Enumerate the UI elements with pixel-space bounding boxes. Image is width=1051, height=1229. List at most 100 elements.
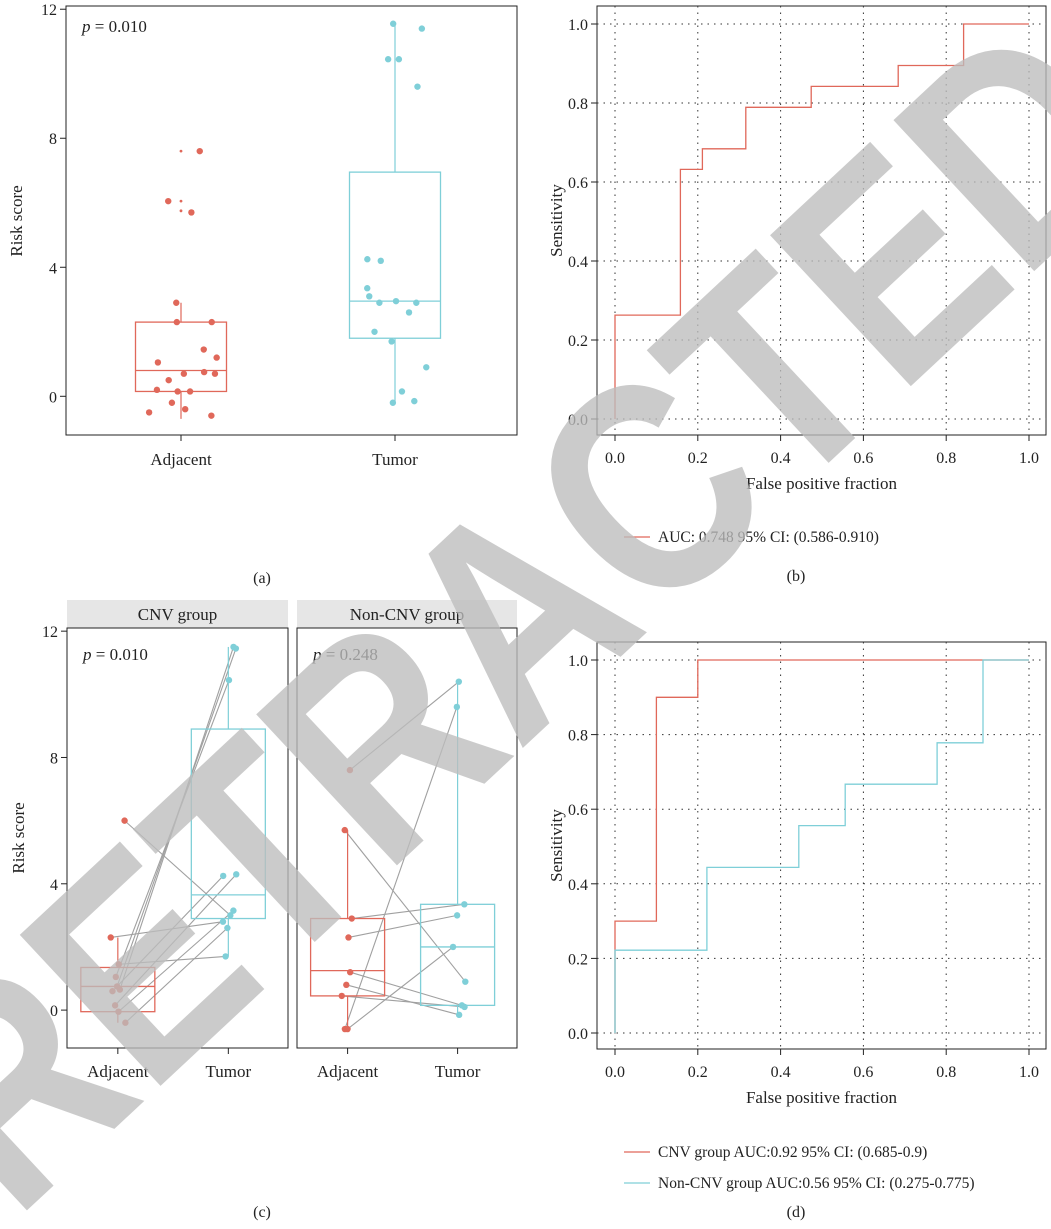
- p-value-annotation: p = 0.010: [81, 17, 147, 36]
- data-point: [188, 209, 195, 216]
- panel-a: 0 4 8 12 Risk score Adjacent Tumor p = 0.010 (a): [7, 2, 518, 587]
- box-tumor: [419, 681, 496, 1015]
- plot-frame: [65, 5, 518, 436]
- data-point-tumor: [219, 918, 227, 925]
- facet-strip: [297, 600, 517, 628]
- y-tick-label: 0.8: [568, 96, 588, 113]
- data-point: [395, 56, 403, 63]
- data-point: [174, 388, 181, 395]
- outlier-point: [179, 149, 183, 153]
- data-point: [208, 318, 215, 326]
- data-point: [213, 354, 220, 361]
- data-point: [405, 309, 413, 316]
- plot-frame: [596, 5, 1047, 436]
- data-point-tumor: [233, 871, 240, 878]
- data-point: [423, 364, 430, 371]
- data-point-adjacent: [341, 826, 348, 834]
- data-point-tumor: [230, 643, 237, 651]
- data-point-tumor: [455, 678, 463, 685]
- facet-strip-label: Non-CNV group: [350, 605, 464, 624]
- data-point-adjacent: [343, 981, 350, 989]
- data-point: [154, 359, 162, 366]
- y-tick-label: 0: [49, 389, 57, 406]
- y-tick-label: 0.0: [568, 412, 588, 429]
- data-point-tumor: [453, 912, 461, 919]
- p-value: = 0.010: [91, 17, 147, 36]
- box-tumor: [348, 20, 442, 406]
- y-tick-label: 8: [50, 750, 58, 767]
- pair-line: [118, 955, 226, 965]
- y-tick-label: 0: [50, 1003, 58, 1020]
- p-value: = 0.010: [92, 645, 148, 664]
- data-point-adjacent: [346, 969, 354, 976]
- y-tick-label: 0.6: [568, 802, 588, 819]
- pair-line: [118, 910, 234, 1013]
- pair-line: [110, 921, 224, 939]
- data-point-adjacent: [344, 1025, 351, 1033]
- plot-frame: [596, 641, 1047, 1050]
- data-point: [414, 83, 421, 90]
- data-point: [186, 388, 194, 395]
- x-tick-label: 0.8: [936, 1064, 956, 1081]
- pair-line: [351, 903, 465, 920]
- data-point-adjacent: [116, 986, 124, 993]
- data-point: [208, 412, 215, 419]
- p-value-annotation: p = 0.248: [312, 645, 378, 664]
- data-point: [384, 56, 392, 63]
- x-tick-label: 0.0: [605, 450, 625, 467]
- y-tick-label: 0.8: [568, 728, 588, 745]
- x-tick-label: 0.6: [853, 450, 873, 467]
- x-tick-label: Adjacent: [87, 1062, 149, 1081]
- data-point: [371, 328, 378, 335]
- p-symbol: p: [81, 17, 91, 36]
- data-point: [411, 397, 418, 405]
- facet-frame: [66, 627, 289, 1049]
- pair-line: [344, 706, 458, 1030]
- y-tick-label: 0.2: [568, 951, 588, 968]
- data-point-adjacent: [109, 987, 116, 995]
- data-point: [366, 293, 373, 300]
- data-point-adjacent: [345, 934, 352, 941]
- y-axis-label: Risk score: [7, 185, 26, 256]
- data-point: [153, 386, 161, 394]
- outlier-point: [179, 209, 183, 213]
- outlier-point: [179, 199, 183, 203]
- y-tick-label: 1.0: [568, 17, 588, 34]
- data-point-tumor: [224, 924, 231, 932]
- x-tick-label: Tumor: [435, 1062, 481, 1081]
- data-point-adjacent: [121, 817, 128, 824]
- box: [348, 171, 442, 339]
- data-point-adjacent: [107, 934, 114, 941]
- y-tick-label: 0.2: [568, 333, 588, 350]
- roc-curve-0: [614, 23, 1029, 419]
- facet-cnv: CNV group Adjacent Tumor p = 0.010: [66, 600, 289, 1081]
- data-point: [173, 318, 181, 326]
- data-point-tumor: [230, 907, 237, 914]
- legend-item-0: CNV group AUC:0.92 95% CI: (0.685-0.9): [624, 1144, 927, 1161]
- panel-b: 0.0 0.2 0.4 0.6 0.8 1.0 0.0 0.2 0.4 0.6 0.8 1.0 Fals…: [547, 5, 1047, 585]
- y-tick-label: 4: [49, 260, 57, 277]
- x-tick-label: Tumor: [205, 1062, 251, 1081]
- data-point: [173, 299, 180, 306]
- data-point: [389, 20, 397, 27]
- x-axis-label: False positive fraction: [746, 474, 898, 493]
- data-point-tumor: [449, 943, 457, 951]
- p-value: = 0.248: [322, 645, 378, 664]
- legend-label: AUC: 0.748 95% CI: (0.586-0.910): [658, 529, 879, 546]
- data-point: [377, 257, 384, 265]
- legend-item-0: AUC: 0.748 95% CI: (0.586-0.910): [624, 529, 879, 546]
- box-tumor: [190, 646, 266, 957]
- data-point-tumor: [225, 676, 233, 684]
- data-point-adjacent: [338, 992, 345, 1000]
- p-value-annotation: p = 0.010: [82, 645, 148, 664]
- data-point-adjacent: [115, 961, 122, 968]
- data-point: [181, 405, 189, 413]
- facet-non-cnv: Non-CNV group Adjacent Tumor p = 0.248: [296, 600, 518, 1081]
- data-point-adjacent: [348, 915, 355, 922]
- data-point-tumor: [462, 978, 469, 985]
- legend-item-1: Non-CNV group AUC:0.56 95% CI: (0.275-0.…: [624, 1175, 975, 1192]
- x-tick-label: Tumor: [372, 450, 418, 469]
- data-point: [145, 409, 153, 416]
- data-point-tumor: [461, 901, 468, 908]
- x-axis-label: False positive fraction: [746, 1088, 898, 1107]
